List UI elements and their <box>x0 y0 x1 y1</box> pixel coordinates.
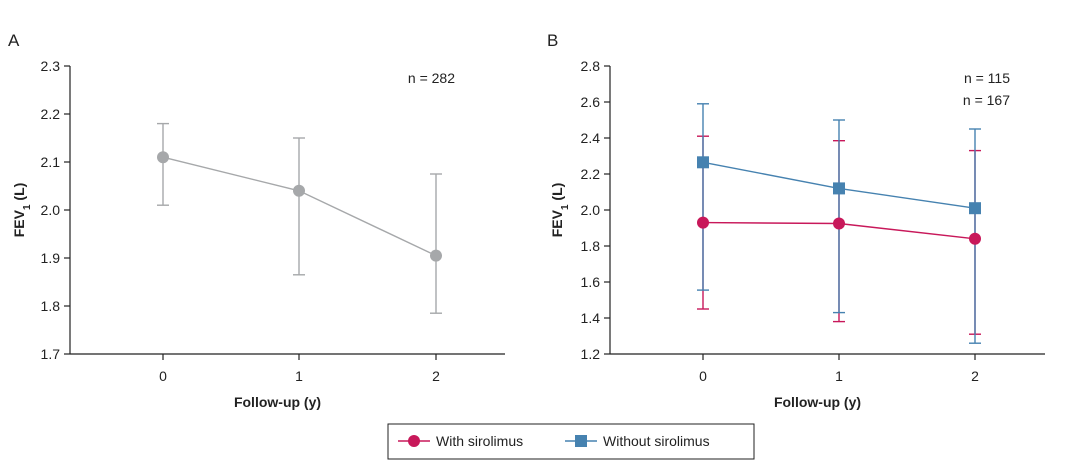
y-tick-label: 1.2 <box>581 346 601 362</box>
x-axis-title: Follow-up (y) <box>774 394 861 410</box>
y-axis-title: FEV1 (L) <box>549 183 571 238</box>
panel-label: B <box>547 31 558 50</box>
y-tick-label: 2.2 <box>581 166 601 182</box>
panel-a: A 1.7 1.8 1.9 2.0 2.1 2.2 2.3 0 1 2 Follow-up (y) FE… <box>8 31 505 410</box>
x-tick-label: 2 <box>971 368 979 384</box>
legend-circle-marker <box>408 435 420 447</box>
data-point <box>430 249 442 262</box>
n-annotation: n = 282 <box>408 70 455 86</box>
y-tick-label: 2.1 <box>41 154 61 170</box>
x-tick-label: 0 <box>159 368 167 384</box>
data-point <box>157 151 169 164</box>
data-point <box>293 184 305 197</box>
y-tick-label: 1.9 <box>41 250 61 266</box>
x-axis-title: Follow-up (y) <box>234 394 321 410</box>
y-axis-title: FEV1 (L) <box>11 183 33 238</box>
x-tick-label: 0 <box>699 368 707 384</box>
data-point <box>697 216 709 229</box>
y-tick-label: 1.6 <box>581 274 601 290</box>
data-point <box>833 182 845 195</box>
panel-label: A <box>8 31 20 50</box>
series-0 <box>157 122 442 314</box>
data-point <box>969 232 981 245</box>
legend-label: Without sirolimus <box>603 433 710 449</box>
x-tick-label: 2 <box>432 368 440 384</box>
y-tick-label: 2.6 <box>581 94 601 110</box>
y-tick-label: 2.0 <box>41 202 61 218</box>
y-tick-label: 2.3 <box>41 58 61 74</box>
legend-label: With sirolimus <box>436 433 523 449</box>
n-annotation: n = 167 <box>963 92 1010 108</box>
data-point <box>969 202 981 215</box>
n-annotation: n = 115 <box>964 70 1010 86</box>
y-tick-label: 1.8 <box>41 298 61 314</box>
y-tick-label: 2.0 <box>581 202 601 218</box>
data-point <box>833 217 845 230</box>
data-point <box>697 156 709 169</box>
y-tick-label: 1.7 <box>41 346 61 362</box>
panel-b: B 1.2 1.4 1.6 1.8 2.0 2.2 2.4 2.6 2.8 0 1 2 Follow-up… <box>547 31 1045 410</box>
y-tick-label: 1.8 <box>581 238 601 254</box>
y-tick-label: 2.4 <box>581 130 601 146</box>
y-tick-label: 2.8 <box>581 58 601 74</box>
y-tick-label: 1.4 <box>581 310 601 326</box>
x-tick-label: 1 <box>835 368 843 384</box>
x-tick-label: 1 <box>295 368 303 384</box>
legend: With sirolimus Without sirolimus <box>387 423 755 460</box>
y-tick-label: 2.2 <box>41 106 61 122</box>
legend-square-marker <box>575 435 587 447</box>
